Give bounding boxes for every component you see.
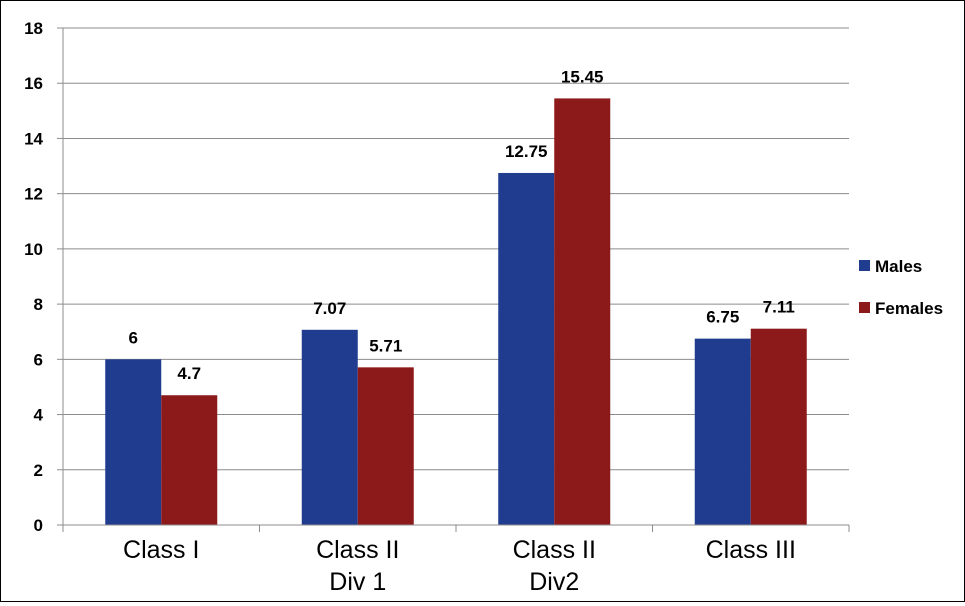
data-label: 15.45 xyxy=(561,67,604,86)
legend-label-females: Females xyxy=(875,299,943,318)
data-label: 6.75 xyxy=(706,308,739,327)
data-label: 7.07 xyxy=(313,299,346,318)
x-tick-label-line: Class II xyxy=(316,536,399,564)
bar-females xyxy=(750,328,807,525)
legend-label-males: Males xyxy=(875,257,922,276)
x-tick-label: Class I xyxy=(123,536,199,564)
data-label: 7.11 xyxy=(763,298,795,317)
y-tick-label: 18 xyxy=(24,19,43,38)
x-tick-label: Class II Div 1 xyxy=(316,536,399,596)
legend-swatch-males xyxy=(859,260,870,271)
y-tick-label: 8 xyxy=(34,295,43,314)
legend-swatch-females xyxy=(859,302,870,313)
x-tick-label: Class II Div2 xyxy=(513,536,596,596)
bar-females xyxy=(554,98,611,526)
bar-males xyxy=(301,329,358,525)
x-tick-label-line: Class I xyxy=(123,536,199,564)
y-tick-label: 14 xyxy=(24,129,43,148)
bar-females xyxy=(161,395,218,525)
x-tick-label-line: Div2 xyxy=(529,568,579,596)
bars xyxy=(105,98,807,526)
y-tick-label: 10 xyxy=(24,240,43,259)
data-label: 5.71 xyxy=(369,336,402,355)
y-tick-label: 12 xyxy=(24,185,43,204)
bar-males xyxy=(105,359,162,525)
y-tick-label: 4 xyxy=(34,406,44,425)
data-label: 12.75 xyxy=(505,142,548,161)
bar-males xyxy=(498,172,555,526)
bar-males xyxy=(694,338,751,525)
y-tick-label: 2 xyxy=(34,461,43,480)
legend: Males Females xyxy=(859,257,943,318)
y-tick-label: 16 xyxy=(24,74,43,93)
bar-females xyxy=(357,367,414,525)
data-label: 6 xyxy=(129,328,138,347)
y-axis: 0 2 4 6 8 10 12 14 16 18 xyxy=(24,19,64,535)
data-label: 4.7 xyxy=(177,364,201,383)
data-labels: 6 4.7 7.07 5.71 12.75 15.45 6.75 7.11 xyxy=(129,67,795,383)
x-tick-label: Class III xyxy=(706,536,796,564)
x-tick-label-line: Class II xyxy=(513,536,596,564)
y-tick-label: 6 xyxy=(34,350,43,369)
x-tick-label-line: Class III xyxy=(706,536,796,564)
x-tick-label-line: Div 1 xyxy=(329,568,386,596)
y-tick-label: 0 xyxy=(34,516,43,535)
